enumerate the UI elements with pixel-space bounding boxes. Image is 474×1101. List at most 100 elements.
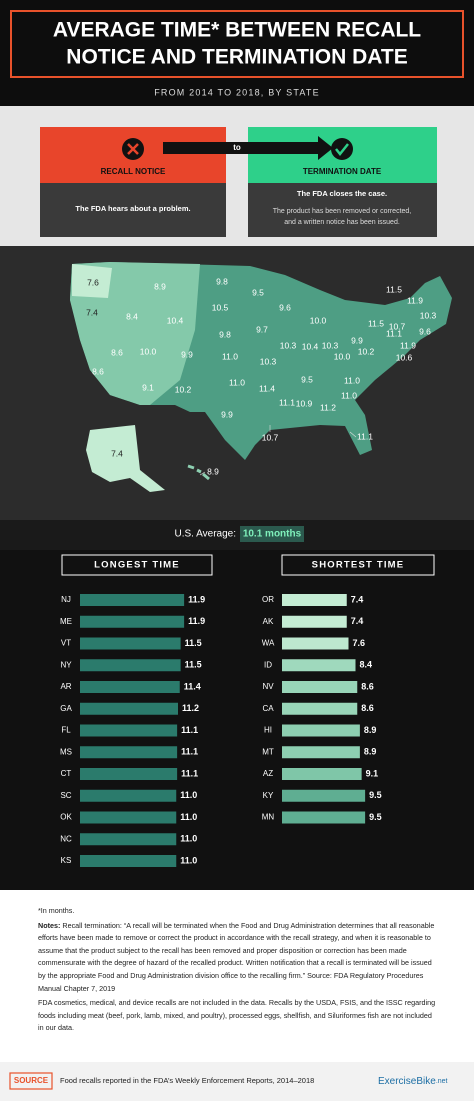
bar [282, 811, 366, 824]
map-value: 10.6 [396, 352, 413, 362]
category-label: ID [264, 660, 272, 669]
bar [80, 594, 185, 606]
category-label: NY [60, 660, 72, 669]
us-map-west [70, 262, 200, 405]
title: NOTICE AND TERMINATION DATE [66, 46, 407, 69]
value-label: 7.4 [351, 616, 364, 626]
hawaii [187, 464, 210, 481]
map-value: 10.9 [296, 398, 313, 408]
leader-line [199, 471, 206, 476]
map-value: 11.0 [344, 375, 360, 385]
bar [282, 724, 360, 737]
value-label: 11.0 [180, 855, 197, 865]
bar [80, 702, 178, 715]
value-label: 8.9 [364, 725, 377, 735]
end-text: The product has been removed or correcte… [273, 208, 412, 215]
bar [80, 659, 181, 672]
map-value: 11.9 [407, 295, 423, 305]
category-label: OK [60, 813, 72, 822]
map-value: 10.0 [310, 315, 327, 325]
value-label: 9.5 [369, 812, 382, 822]
category-label: NJ [61, 595, 71, 604]
bar [80, 789, 177, 802]
map-value: 10.4 [302, 341, 319, 351]
value-label: 7.4 [351, 594, 364, 604]
map-value: 10.5 [212, 302, 229, 312]
category-label: MT [262, 747, 274, 756]
leader-line [349, 431, 357, 438]
category-label: AK [263, 617, 274, 626]
map-value: 11.5 [368, 318, 384, 328]
map-value: 11.4 [259, 383, 275, 393]
value-label: 11.0 [180, 790, 197, 800]
bar [282, 702, 358, 715]
map-value: 9.7 [256, 324, 268, 334]
value-label: 9.5 [369, 790, 382, 800]
bar [282, 659, 356, 672]
bar [282, 637, 349, 650]
category-label: NC [60, 834, 72, 843]
notes-label: Notes: [38, 920, 61, 930]
map-value: 9.6 [279, 302, 291, 312]
map-value: 7.4 [86, 307, 98, 317]
bar [282, 746, 360, 759]
end-label: TERMINATION DATE [303, 167, 382, 176]
arrow-head [318, 136, 333, 160]
arrow [163, 142, 323, 154]
connector: to [233, 143, 241, 152]
chart-title-frame [61, 554, 213, 576]
category-label: ME [60, 617, 72, 626]
map-value: 8.6 [92, 366, 104, 376]
category-label: FL [61, 726, 71, 735]
source-badge [9, 1072, 53, 1090]
map-value: 10.4 [167, 315, 184, 325]
us-map-northwest [72, 264, 112, 298]
chart-title: LONGEST TIME [94, 560, 180, 571]
value-label: 7.6 [353, 638, 366, 648]
title-frame [10, 10, 464, 78]
subtitle: FROM 2014 TO 2018, BY STATE [154, 87, 320, 97]
end-body [248, 183, 437, 237]
value-label: 11.1 [181, 747, 198, 757]
map-value: 9.8 [219, 329, 231, 339]
map-value: 10.3 [260, 356, 277, 366]
map-value: 9.9 [351, 335, 363, 345]
map-value: 9.6 [419, 326, 431, 336]
map-value: 11.1 [357, 431, 373, 441]
bar [80, 811, 177, 824]
brand-name: ExerciseBike [378, 1076, 436, 1087]
value-label: 8.6 [361, 681, 374, 691]
map-value: 10.0 [334, 351, 351, 361]
charts-bg [0, 550, 474, 890]
average-value: 10.1 months [243, 529, 302, 540]
map-value: 11.2 [320, 402, 336, 412]
map-value: 11.9 [400, 340, 416, 350]
map-value: 10.7 [389, 321, 406, 331]
value-label: 8.9 [364, 747, 377, 757]
value-label: 11.5 [185, 638, 202, 648]
value-label: 11.0 [180, 834, 197, 844]
bar [282, 768, 362, 780]
map-value: 10.3 [280, 340, 297, 350]
value-label: 8.6 [361, 703, 374, 713]
exclusions: FDA cosmetics, medical, and device recal… [38, 998, 436, 1033]
map-value: 8.6 [111, 347, 123, 357]
title: AVERAGE TIME* BETWEEN RECALL [53, 19, 421, 42]
map-value: 11.0 [341, 390, 357, 400]
value-label: 11.4 [184, 681, 201, 691]
value-label: 11.5 [185, 660, 202, 670]
map-value: 10.3 [420, 310, 437, 320]
x-mark [127, 143, 139, 155]
brand: ExerciseBike.net [378, 1076, 448, 1087]
map-value: 9.8 [216, 276, 228, 286]
category-label: KY [263, 791, 274, 800]
map-value: 9.9 [221, 409, 233, 419]
map-value: 10.2 [358, 346, 375, 356]
category-label: SC [60, 791, 71, 800]
notes-paragraph: Notes: Recall termination: “A recall wil… [38, 920, 438, 996]
bar [282, 615, 347, 628]
map-value: 10.0 [140, 346, 157, 356]
start-body [40, 183, 226, 237]
category-label: OR [262, 595, 274, 604]
